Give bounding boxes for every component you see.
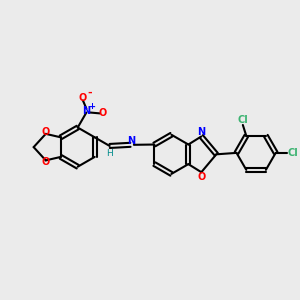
Text: -: - bbox=[87, 88, 92, 98]
Text: N: N bbox=[128, 136, 136, 146]
Text: O: O bbox=[79, 93, 87, 103]
Text: O: O bbox=[198, 172, 206, 182]
Text: O: O bbox=[42, 157, 50, 167]
Text: O: O bbox=[42, 127, 50, 137]
Text: N: N bbox=[197, 127, 205, 137]
Text: +: + bbox=[88, 102, 95, 111]
Text: O: O bbox=[99, 108, 107, 118]
Text: H: H bbox=[106, 149, 113, 158]
Text: Cl: Cl bbox=[238, 115, 248, 125]
Text: Cl: Cl bbox=[288, 148, 298, 158]
Text: N: N bbox=[82, 106, 91, 116]
